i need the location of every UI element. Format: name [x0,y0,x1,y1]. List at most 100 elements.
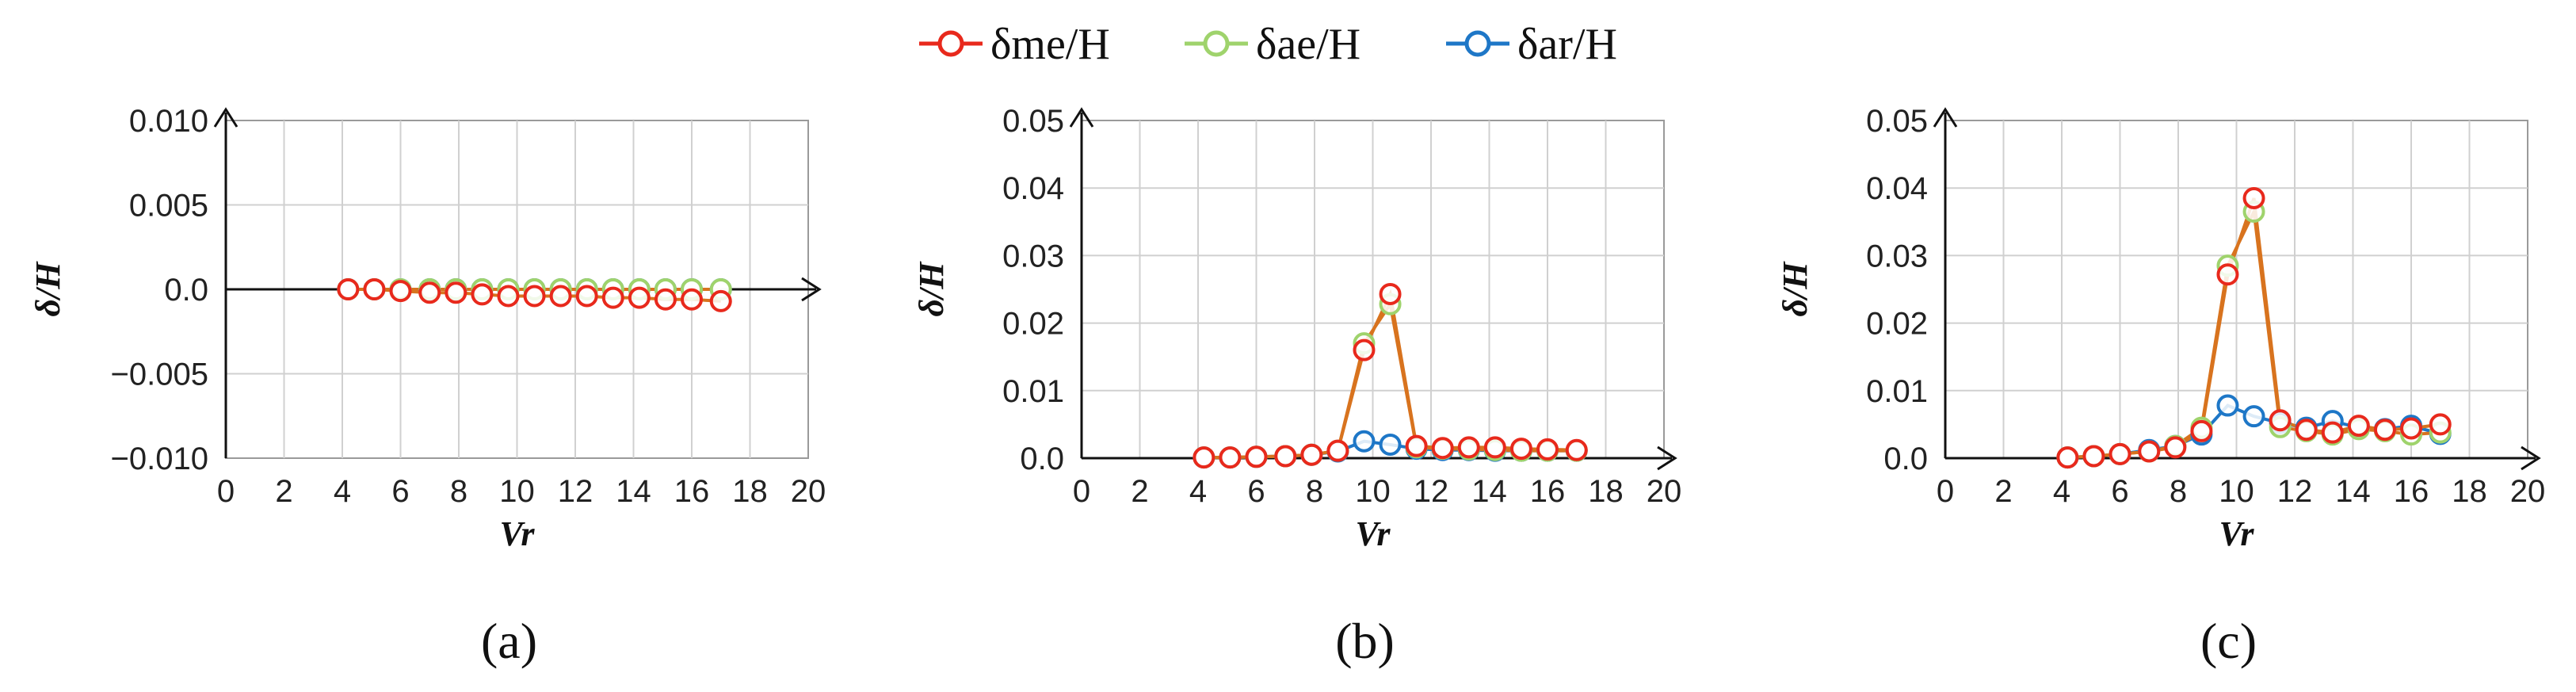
point-me [2242,186,2265,209]
x-axis-label: Vr [2219,514,2254,553]
x-tick-label: 14 [1471,474,1507,509]
y-tick-label: 0.0 [1883,442,1928,476]
legend-marker [1464,30,1491,57]
point-me [2216,263,2239,286]
legend-item-1: δae/H [1185,20,1361,69]
point-me [1353,338,1376,361]
y-tick-label: 0.03 [1866,239,1928,273]
point-me [1565,438,1588,461]
x-tick-label: 12 [2277,474,2313,509]
x-tick-label: 18 [732,474,768,509]
x-tick-label: 8 [450,474,467,509]
point-me [1219,446,1242,469]
legend-label: δae/H [1256,20,1361,69]
point-me [471,283,494,306]
point-me [628,286,651,309]
panel-label: (c) [2200,613,2257,669]
point-me [1326,439,1349,462]
legend-marker [1203,30,1230,57]
series-line-me [1204,289,1577,460]
y-tick-label: 0.04 [1866,171,1928,206]
point-me [2347,415,2370,438]
point-me [575,285,598,308]
x-tick-label: 2 [1994,474,2012,509]
point-me [709,289,732,312]
y-axis-arrow [213,107,239,128]
y-axis-arrow [1069,107,1094,128]
panel-c: 0 2 4 6 8 10 12 14 16 18 20 0.0 0.01 0.02 0.03 0.04 0.05… [1776,104,2545,669]
point-me [1193,446,1215,469]
point-me [497,285,520,308]
x-tick-label: 16 [2394,474,2429,509]
point-me [1509,438,1532,461]
point-me [418,281,441,304]
x-tick-label: 4 [2053,474,2070,509]
point-me [2109,442,2131,465]
x-tick-label: 18 [2452,474,2487,509]
y-tick-label: 0.05 [1866,104,1928,139]
x-axis-arrow [2521,445,2541,471]
y-tick-label: 0.010 [129,104,208,139]
point-me [523,285,546,308]
x-tick-label: 0 [1937,474,1954,509]
point-me [363,278,386,300]
series-me-points [337,278,732,312]
x-axis-arrow [801,277,822,302]
point-ar [2242,405,2265,428]
point-me [549,285,572,308]
legend-label: δme/H [990,20,1110,69]
point-me [2056,446,2079,469]
y-tick-label: 0.01 [1866,374,1928,409]
point-me [601,286,624,309]
point-ar [1353,430,1376,453]
x-axis-label: Vr [1355,514,1391,553]
x-tick-label: 2 [275,474,292,509]
point-me [1483,436,1506,459]
panel-label: (a) [481,613,537,669]
x-tick-label: 0 [1073,474,1090,509]
x-tick-label: 10 [499,474,535,509]
y-tick-label: 0.0 [1020,442,1064,476]
x-tick-label: 10 [1355,474,1391,509]
x-tick-label: 20 [2510,474,2546,509]
panel-label: (b) [1335,613,1395,669]
point-ar [1379,433,1402,456]
point-me [2373,419,2396,442]
point-me [1245,445,1268,468]
y-tick-label: 0.005 [129,189,208,224]
x-tick-label: 6 [2111,474,2128,509]
point-me [1379,282,1402,305]
legend-label: δar/H [1517,20,1617,69]
y-axis-label: δ/H [1776,261,1815,317]
point-me [654,288,677,311]
y-axis-label: δ/H [912,261,951,317]
y-tick-label: 0.03 [1002,239,1064,273]
y-tick-label: −0.010 [111,442,208,476]
x-tick-label: 20 [791,474,826,509]
point-me [2082,445,2105,468]
panel-a: 0 2 4 6 8 10 12 14 16 18 20 −0.010 −0.005 0.0 0.005 0.0… [29,104,826,669]
point-me [2138,440,2161,463]
x-tick-label: 14 [2335,474,2371,509]
x-tick-label: 6 [391,474,409,509]
point-me [2429,413,2452,436]
x-tick-label: 2 [1131,474,1148,509]
x-tick-label: 18 [1588,474,1624,509]
legend: δme/H δae/H δar/H [919,20,1617,69]
panel-b: 0 2 4 6 8 10 12 14 16 18 20 0.0 0.01 0.02 0.03 0.04 0.05… [912,104,1681,669]
y-tick-label: −0.005 [111,357,208,392]
x-axis-arrow [1657,445,1677,471]
x-tick-label: 4 [1189,474,1207,509]
point-me [2164,436,2187,459]
point-me [1536,438,1559,461]
y-tick-label: 0.02 [1002,307,1064,342]
y-axis-arrow [1933,107,1958,128]
x-tick-label: 6 [1247,474,1265,509]
y-axis-label: δ/H [29,261,67,317]
point-me [1300,443,1323,466]
point-me [1431,437,1454,460]
point-me [2400,417,2422,440]
point-me [2295,419,2318,442]
point-me [2190,419,2213,442]
